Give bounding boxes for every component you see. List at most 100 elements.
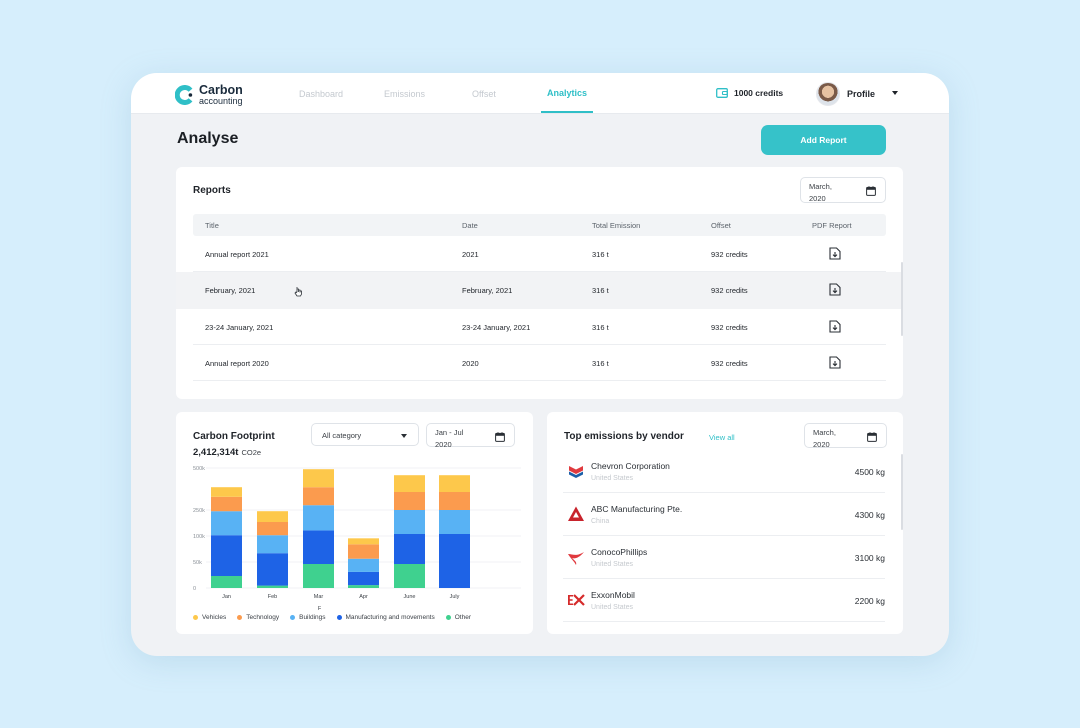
chevron-down-icon[interactable] bbox=[892, 91, 898, 95]
bar-segment-technology[interactable] bbox=[211, 496, 242, 512]
table-row[interactable]: Annual report 2020 2020 316 t 932 credit… bbox=[193, 345, 886, 381]
x-tick-label: Feb bbox=[268, 594, 277, 600]
vendor-row[interactable]: Chevron Corporation United States 4500 k… bbox=[563, 450, 885, 493]
col-total-emission: Total Emission bbox=[592, 221, 641, 230]
row-title: Annual report 2021 bbox=[205, 250, 269, 259]
nav-dashboard[interactable]: Dashboard bbox=[299, 89, 344, 99]
chart-legend: Vehicles Technology Buildings Manufacturing… bbox=[193, 614, 482, 621]
pdf-download-icon[interactable] bbox=[829, 247, 841, 260]
vendor-name: ExxonMobil bbox=[591, 590, 635, 600]
conocophillips-logo-icon bbox=[568, 552, 584, 565]
range-months: Jan - Jul bbox=[435, 428, 464, 437]
footprint-date-range[interactable]: Jan - Jul 2020 bbox=[426, 423, 515, 449]
pdf-download-icon[interactable] bbox=[829, 283, 841, 296]
profile-label[interactable]: Profile bbox=[847, 89, 876, 99]
bar-segment-vehicles[interactable] bbox=[257, 511, 288, 522]
credits-balance[interactable]: 1000 credits bbox=[716, 88, 783, 98]
row-date: 23-24 January, 2021 bbox=[462, 323, 531, 332]
bar-segment-manufacturing-and-movements[interactable] bbox=[257, 553, 288, 586]
nav-offset[interactable]: Offset bbox=[472, 89, 496, 99]
legend-dot bbox=[193, 615, 198, 620]
vendor-row[interactable]: ConocoPhillips United States 3100 kg bbox=[563, 536, 885, 579]
calendar-icon bbox=[495, 432, 505, 442]
nav-emissions[interactable]: Emissions bbox=[384, 89, 426, 99]
bar-segment-technology[interactable] bbox=[303, 487, 334, 506]
reports-date-picker[interactable]: March, 2020 bbox=[800, 177, 886, 203]
category-select[interactable]: All category bbox=[311, 423, 419, 446]
exxonmobil-logo-icon bbox=[568, 594, 585, 606]
chevron-logo-icon bbox=[569, 466, 583, 478]
bar-segment-buildings[interactable] bbox=[211, 511, 242, 536]
row-date: 2020 bbox=[462, 359, 479, 368]
legend-item[interactable]: Vehicles bbox=[193, 614, 226, 621]
bar-segment-vehicles[interactable] bbox=[439, 475, 470, 492]
footprint-total-value: 2,412,314t bbox=[193, 447, 239, 458]
vendor-country: United States bbox=[591, 561, 634, 568]
bar-segment-technology[interactable] bbox=[394, 492, 425, 510]
row-title: 23-24 January, 2021 bbox=[205, 323, 274, 332]
bar-segment-manufacturing-and-movements[interactable] bbox=[211, 535, 242, 576]
x-tick-label-extra: F bbox=[318, 606, 322, 612]
bar-segment-manufacturing-and-movements[interactable] bbox=[439, 534, 470, 588]
vendor-row[interactable]: ABC Manufacturing Pte. China 4300 kg bbox=[563, 493, 885, 536]
bar-segment-other[interactable] bbox=[348, 585, 379, 588]
bar-segment-manufacturing-and-movements[interactable] bbox=[348, 571, 379, 586]
logo[interactable]: Carbon accounting bbox=[175, 83, 243, 107]
bar-segment-buildings[interactable] bbox=[303, 505, 334, 531]
legend-item[interactable]: Technology bbox=[237, 614, 279, 621]
reports-title: Reports bbox=[193, 185, 231, 196]
bar-segment-technology[interactable] bbox=[348, 544, 379, 559]
bar-segment-manufacturing-and-movements[interactable] bbox=[394, 534, 425, 564]
vendors-date-picker[interactable]: March, 2020 bbox=[804, 423, 887, 449]
vendor-value: 3100 kg bbox=[854, 553, 885, 563]
vendor-country: United States bbox=[591, 475, 634, 482]
row-emission: 316 t bbox=[592, 359, 609, 368]
calendar-icon bbox=[867, 432, 877, 442]
add-report-button[interactable]: Add Report bbox=[761, 125, 886, 155]
bar-segment-vehicles[interactable] bbox=[303, 469, 334, 488]
footprint-title: Carbon Footprint bbox=[193, 431, 275, 442]
vendor-row[interactable]: ExxonMobil United States 2200 kg bbox=[563, 579, 885, 622]
bar-segment-other[interactable] bbox=[211, 576, 242, 588]
nav-analytics[interactable]: Analytics bbox=[547, 88, 588, 98]
bar-segment-buildings[interactable] bbox=[394, 510, 425, 534]
bar-segment-other[interactable] bbox=[303, 564, 334, 588]
reports-scrollbar[interactable] bbox=[901, 262, 903, 336]
bar-segment-other[interactable] bbox=[257, 585, 288, 588]
footprint-total: 2,412,314t CO2e bbox=[193, 447, 261, 458]
pdf-download-icon[interactable] bbox=[829, 320, 841, 333]
vendor-country: China bbox=[591, 518, 610, 525]
logo-title: Carbon bbox=[199, 82, 243, 97]
row-offset: 932 credits bbox=[711, 323, 748, 332]
avatar[interactable] bbox=[816, 82, 840, 106]
legend-item[interactable]: Other bbox=[445, 614, 471, 621]
credits-label: 1000 credits bbox=[734, 88, 784, 98]
legend-item[interactable]: Manufacturing and movements bbox=[336, 614, 435, 621]
bar-segment-vehicles[interactable] bbox=[211, 487, 242, 497]
vendors-scrollbar[interactable] bbox=[901, 454, 903, 530]
view-all-link[interactable]: View all bbox=[709, 433, 735, 442]
table-row[interactable]: Annual report 2021 2021 316 t 932 credit… bbox=[193, 236, 886, 272]
bar-segment-buildings[interactable] bbox=[257, 535, 288, 554]
row-title: Annual report 2020 bbox=[205, 359, 269, 368]
row-offset: 932 credits bbox=[711, 359, 748, 368]
table-row[interactable]: February, 2021 February, 2021 316 t 932 … bbox=[176, 272, 903, 309]
table-row[interactable]: 23-24 January, 2021 23-24 January, 2021 … bbox=[193, 309, 886, 345]
row-emission: 316 t bbox=[592, 286, 609, 295]
legend-item[interactable]: Buildings bbox=[290, 614, 326, 621]
bar-segment-vehicles[interactable] bbox=[394, 475, 425, 492]
wallet-icon bbox=[716, 88, 728, 98]
y-tick-label: 0 bbox=[193, 586, 196, 592]
bar-segment-buildings[interactable] bbox=[439, 510, 470, 534]
top-navbar: Carbon accounting Dashboard Emissions Of… bbox=[131, 73, 949, 114]
bar-segment-technology[interactable] bbox=[439, 492, 470, 510]
bar-segment-vehicles[interactable] bbox=[348, 538, 379, 545]
row-offset: 932 credits bbox=[711, 286, 748, 295]
bar-segment-other[interactable] bbox=[394, 564, 425, 588]
bar-segment-technology[interactable] bbox=[257, 522, 288, 536]
vendor-name: ABC Manufacturing Pte. bbox=[591, 504, 683, 514]
pdf-download-icon[interactable] bbox=[829, 356, 841, 369]
date-year: 2020 bbox=[809, 194, 826, 203]
bar-segment-buildings[interactable] bbox=[348, 558, 379, 572]
bar-segment-manufacturing-and-movements[interactable] bbox=[303, 530, 334, 564]
